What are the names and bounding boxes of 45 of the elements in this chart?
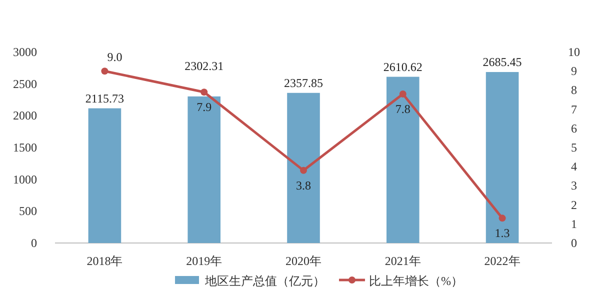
data-label: 9.0 (107, 50, 122, 64)
y2-tick-label: 0 (571, 236, 577, 250)
data-label: 2357.85 (284, 76, 323, 90)
legend-label: 比上年增长（%） (369, 274, 463, 288)
data-label: 2610.62 (383, 60, 422, 74)
y2-tick-label: 8 (571, 83, 577, 98)
y2-tick-label: 4 (571, 160, 577, 174)
x-tick-label: 2019年 (186, 254, 222, 268)
point (300, 166, 307, 174)
bar (386, 76, 420, 243)
y-tick-label: 500 (19, 204, 37, 218)
point (101, 68, 108, 75)
data-label: 3.8 (296, 178, 311, 192)
y-tick-label: 1000 (13, 172, 37, 186)
bar (88, 108, 122, 243)
x-tick-label: 2021年 (384, 254, 421, 268)
y2-tick-label: 9 (571, 64, 577, 78)
data-label: 2115.73 (85, 91, 124, 106)
y-tick-label: 2000 (13, 108, 37, 123)
y2-tick-label: 3 (571, 178, 577, 193)
x-tick-label: 2022年 (484, 254, 520, 268)
y2-tick-label: 2 (571, 198, 577, 212)
y-tick-label: 3000 (13, 45, 37, 59)
data-label: 7.9 (196, 100, 212, 114)
y2-tick-label: 10 (568, 45, 580, 59)
point (200, 88, 208, 96)
y2-tick-label: 1 (571, 216, 577, 231)
y2-tick-label: 7 (571, 102, 577, 116)
data-label: 2685.45 (482, 55, 522, 70)
legend-label: 地区生产总值（亿元） (204, 274, 325, 288)
y-tick-label: 2500 (13, 76, 37, 91)
y-tick-label: 0 (31, 236, 37, 250)
x-tick-label: 2018年 (86, 254, 123, 268)
bar (188, 96, 220, 243)
y2-tick-label: 6 (571, 121, 577, 136)
y2-tick-label: 5 (571, 140, 577, 154)
data-label: 2302.31 (184, 59, 224, 74)
data-label: 7.8 (395, 102, 410, 116)
bar (486, 72, 519, 243)
x-tick-label: 2020年 (286, 254, 322, 268)
bar (287, 92, 320, 243)
data-label: 1.3 (494, 226, 510, 240)
point (399, 90, 406, 98)
y-tick-label: 1500 (13, 140, 37, 154)
point (498, 214, 506, 222)
